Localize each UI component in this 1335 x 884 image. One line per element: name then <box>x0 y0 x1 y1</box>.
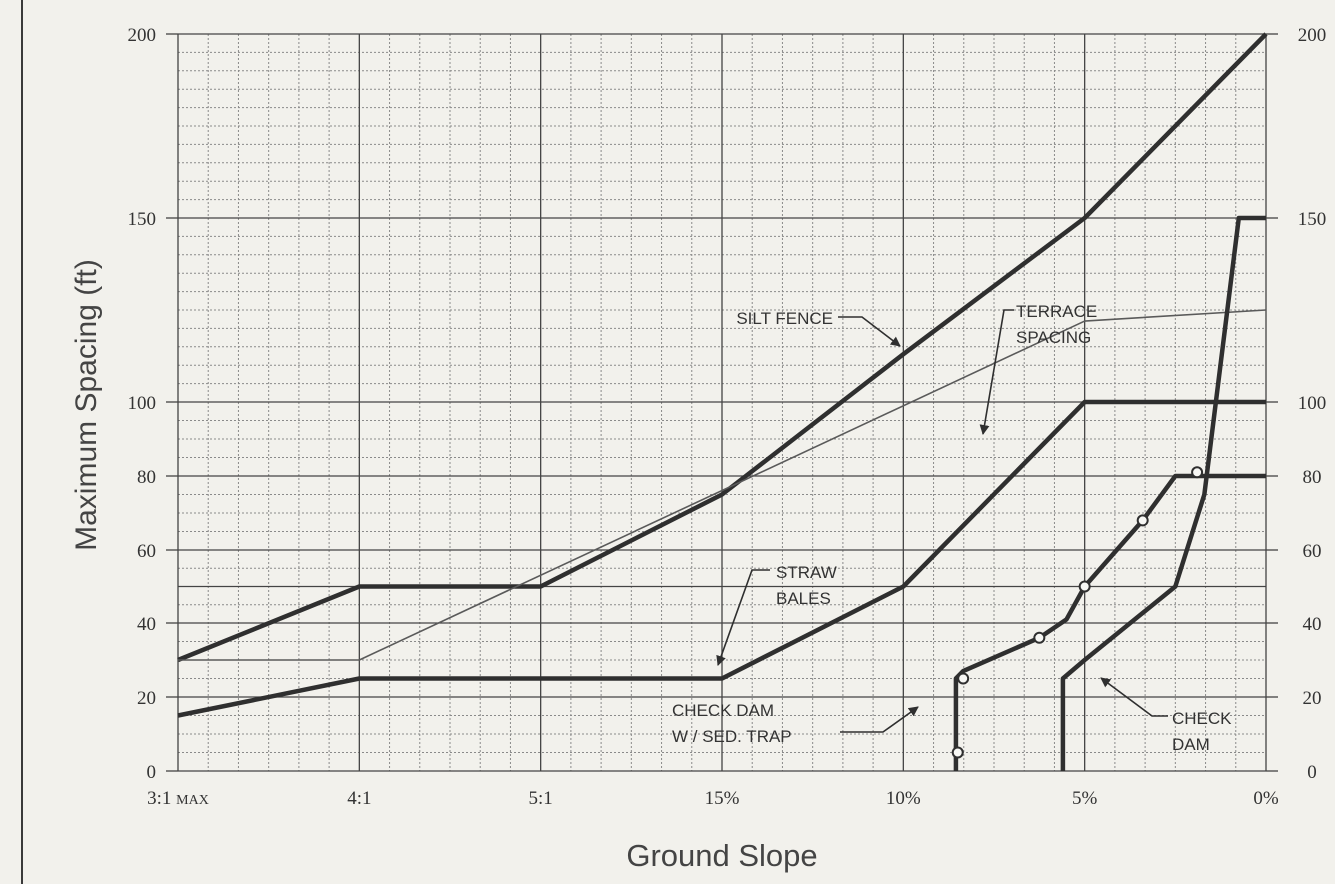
y-tick-label-right: 20 <box>1303 688 1322 709</box>
annotation-label: W / SED. TRAP <box>672 727 792 746</box>
x-axis-title: Ground Slope <box>626 838 817 873</box>
data-point-marker <box>1136 514 1149 527</box>
annotation-label: SILT FENCE <box>736 309 833 328</box>
x-tick-label: 0% <box>1253 788 1279 809</box>
data-point-marker <box>1078 580 1091 593</box>
left-border-rule <box>21 0 23 884</box>
y-axis-title: Maximum Spacing (ft) <box>70 259 103 551</box>
x-tick-label: 3:1 MAX <box>147 788 209 809</box>
y-tick-label-right: 100 <box>1298 393 1327 414</box>
data-point-marker <box>951 746 964 759</box>
annotation-arrow <box>840 706 919 733</box>
y-tick-label-right: 80 <box>1303 467 1322 488</box>
annotation-label: CHECK DAM <box>672 701 774 720</box>
series-line-0 <box>177 32 1268 663</box>
series-layer <box>177 32 1268 771</box>
y-tick-label-right: 150 <box>1298 209 1327 230</box>
x-tick-label: 10% <box>886 788 921 809</box>
x-tick-label: 5:1 <box>529 788 553 809</box>
y-tick-label-left: 150 <box>128 209 157 230</box>
y-tick-label-right: 60 <box>1303 541 1322 562</box>
y-tick-label-left: 0 <box>147 762 157 783</box>
series-line-1 <box>178 309 1267 661</box>
y-tick-label-right: 40 <box>1303 614 1322 635</box>
annotation-label: STRAW <box>776 563 837 582</box>
annotation-arrow <box>716 569 770 666</box>
annotation-arrow <box>1100 677 1168 717</box>
data-point-marker <box>1191 466 1204 479</box>
annotation-label: BALES <box>776 589 831 608</box>
y-tick-label-left: 100 <box>128 393 157 414</box>
annotation-labels: SILT FENCE TERRACE SPACING STRAW BALES CHECK … <box>672 302 1232 754</box>
y-tick-label-right: 0 <box>1307 762 1317 783</box>
annotation-label: SPACING <box>1016 328 1091 347</box>
x-tick-label: 5% <box>1072 788 1098 809</box>
series-line-2 <box>177 399 1266 718</box>
data-point-marker <box>1033 631 1046 644</box>
y-tick-label-right: 200 <box>1298 25 1327 46</box>
data-point-marker <box>957 672 970 685</box>
y-tick-label-left: 80 <box>137 467 156 488</box>
annotation-arrow <box>838 316 901 347</box>
x-tick-label: 4:1 <box>347 788 371 809</box>
y-tick-label-left: 40 <box>137 614 156 635</box>
x-tick-label: 15% <box>705 788 740 809</box>
y-tick-label-left: 200 <box>128 25 157 46</box>
annotation-arrows <box>716 309 1168 733</box>
annotation-label: TERRACE <box>1016 302 1097 321</box>
y-tick-label-left: 20 <box>137 688 156 709</box>
y-tick-label-left: 60 <box>137 541 156 562</box>
tick-labels: 3:1 MAX 4:1 5:1 15% 10% 5% 0% 0 20 40 60 80 100 150 20… <box>128 25 1327 809</box>
series-line-4 <box>1060 215 1266 771</box>
annotation-label: DAM <box>1172 735 1210 754</box>
annotation-arrow <box>979 309 1014 435</box>
annotation-label: CHECK <box>1172 709 1232 728</box>
